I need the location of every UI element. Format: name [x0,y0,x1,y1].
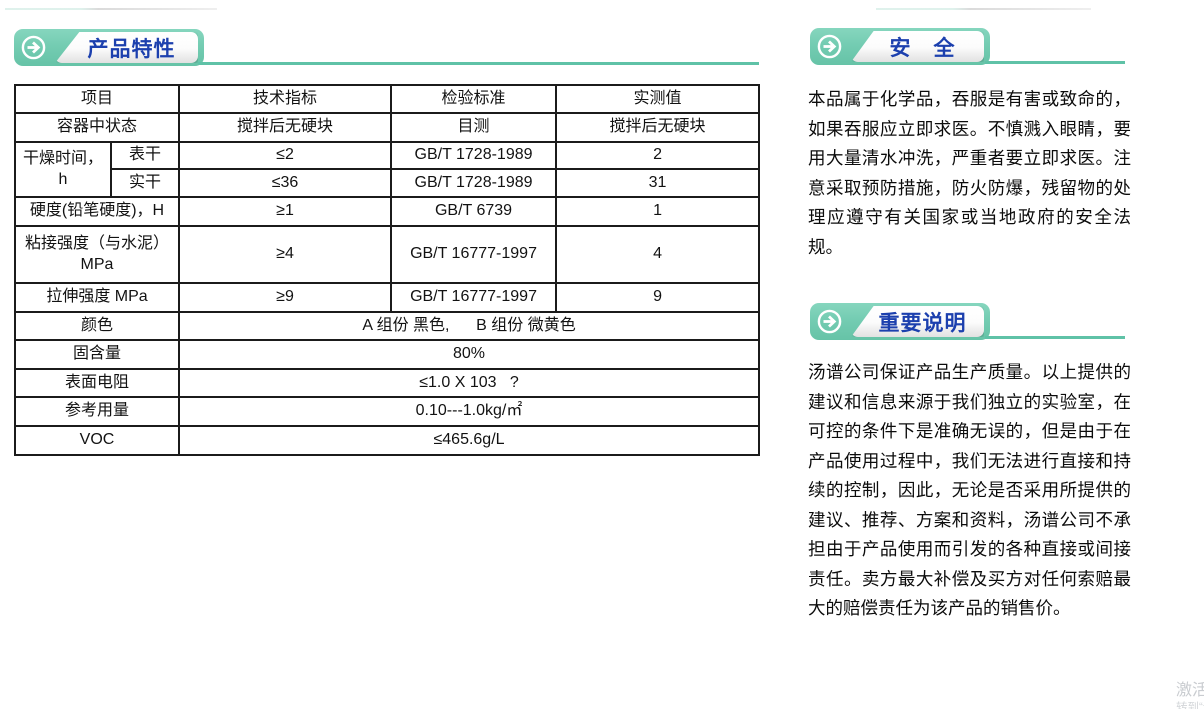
cell-label: 参考用量 [13,396,181,427]
table-row: 硬度(铅笔硬度)，H ≥1 GB/T 6739 1 [13,196,761,227]
product-features-title: 产品特性 [87,37,176,61]
activation-watermark-line2: 转到“设置”以激活 Windows。 [1176,702,1204,709]
cell-label: 容器中状态 [13,112,181,143]
table-row: 粘接强度（与水泥） MPa ≥4 GB/T 16777-1997 4 [13,225,761,284]
cell-measured: 2 [555,141,761,170]
table-row: 拉伸强度 MPa ≥9 GB/T 16777-1997 9 [13,282,761,313]
safety-tab: 安 全 [851,31,984,62]
arrow-circle-icon [816,33,843,60]
cell-label: 固含量 [13,339,181,370]
top-remnant-left [5,8,217,10]
product-features-tab: 产品特性 [55,32,198,63]
important-notes-underline [985,336,1125,339]
important-notes-tab: 重要说明 [851,306,984,337]
safety-banner: 安 全 [810,28,990,65]
cell-measured: 1 [555,196,761,227]
table-row: 干燥时间， h 表干 ≤2 GB/T 1728-1989 2 [14,141,761,198]
cell-measured: 9 [555,282,761,313]
cell-label: 硬度(铅笔硬度)，H [13,196,181,227]
cell-label: 颜色 [13,311,181,341]
header-spec: 技术指标 [178,84,393,114]
cell-label: 表面电阻 [13,368,181,398]
table-row: 表面电阻 ≤1.0 X 103 ? [13,368,761,398]
cell-spec: ≥1 [178,196,393,227]
important-notes-banner: 重要说明 [810,303,990,340]
cell-sublabel: 实干 [109,168,181,198]
cell-spec: ≥4 [178,225,393,284]
cell-measured: 4 [555,225,761,284]
product-features-underline [198,62,759,65]
safety-title: 安 全 [889,36,956,60]
cell-standard: GB/T 16777-1997 [390,282,558,313]
cell-standard: GB/T 1728-1989 [390,141,558,170]
safety-paragraph: 本品属于化学品，吞服是有害或致命的，如果吞服应立即求医。不慎溅入眼睛，要用大量清… [808,89,1131,257]
cell-standard: GB/T 1728-1989 [390,168,558,198]
cell-value: A 组份 黑色, B 组份 微黄色 [178,311,761,341]
table-row: 参考用量 0.10---1.0kg/㎡ [13,396,761,427]
cell-measured: 搅拌后无硬块 [555,112,761,143]
important-notes-title: 重要说明 [878,311,967,335]
header-measured: 实测值 [555,84,761,114]
table-row: 实干 ≤36 GB/T 1728-1989 31 [15,168,761,198]
cell-spec: ≤36 [178,168,393,198]
cell-label: VOC [13,425,181,456]
table-row: 固含量 80% [13,339,761,370]
product-features-banner: 产品特性 [14,29,204,66]
table-header-row: 项目 技术指标 检验标准 实测值 [13,84,761,114]
cell-spec: ≥9 [178,282,393,313]
cell-sublabel: 表干 [109,141,181,170]
header-item: 项目 [13,84,181,114]
arrow-circle-icon [20,34,47,61]
table-row: 容器中状态 搅拌后无硬块 目测 搅拌后无硬块 [13,112,761,143]
cell-standard: GB/T 16777-1997 [390,225,558,284]
cell-value: 0.10---1.0kg/㎡ [178,396,761,427]
cell-label: 拉伸强度 MPa [13,282,181,313]
cell-value: 80% [178,339,761,370]
activation-watermark-line1: 激活 Windows [1176,682,1204,699]
cell-value: ≤465.6g/L [178,425,761,456]
cell-value: ≤1.0 X 103 ? [178,368,761,398]
important-notes-paragraph: 汤谱公司保证产品生产质量。以上提供的建议和信息来源于我们独立的实验室，在可控的条… [808,362,1131,618]
cell-standard: GB/T 6739 [390,196,558,227]
spec-table: 项目 技术指标 检验标准 实测值 容器中状态 搅拌后无硬块 目测 搅拌后无硬块 … [13,84,761,456]
cell-measured: 31 [555,168,761,198]
table-row: VOC ≤465.6g/L [13,425,761,456]
safety-underline [985,61,1125,64]
cell-spec: 搅拌后无硬块 [178,112,393,143]
table-row: 颜色 A 组份 黑色, B 组份 微黄色 [13,311,761,341]
cell-label: 粘接强度（与水泥） MPa [13,225,181,284]
cell-label: 干燥时间， h [14,141,112,198]
header-standard: 检验标准 [390,84,558,114]
cell-spec: ≤2 [178,141,393,170]
cell-standard: 目测 [390,112,558,143]
arrow-circle-icon [816,308,843,335]
top-remnant-right [876,8,1091,10]
